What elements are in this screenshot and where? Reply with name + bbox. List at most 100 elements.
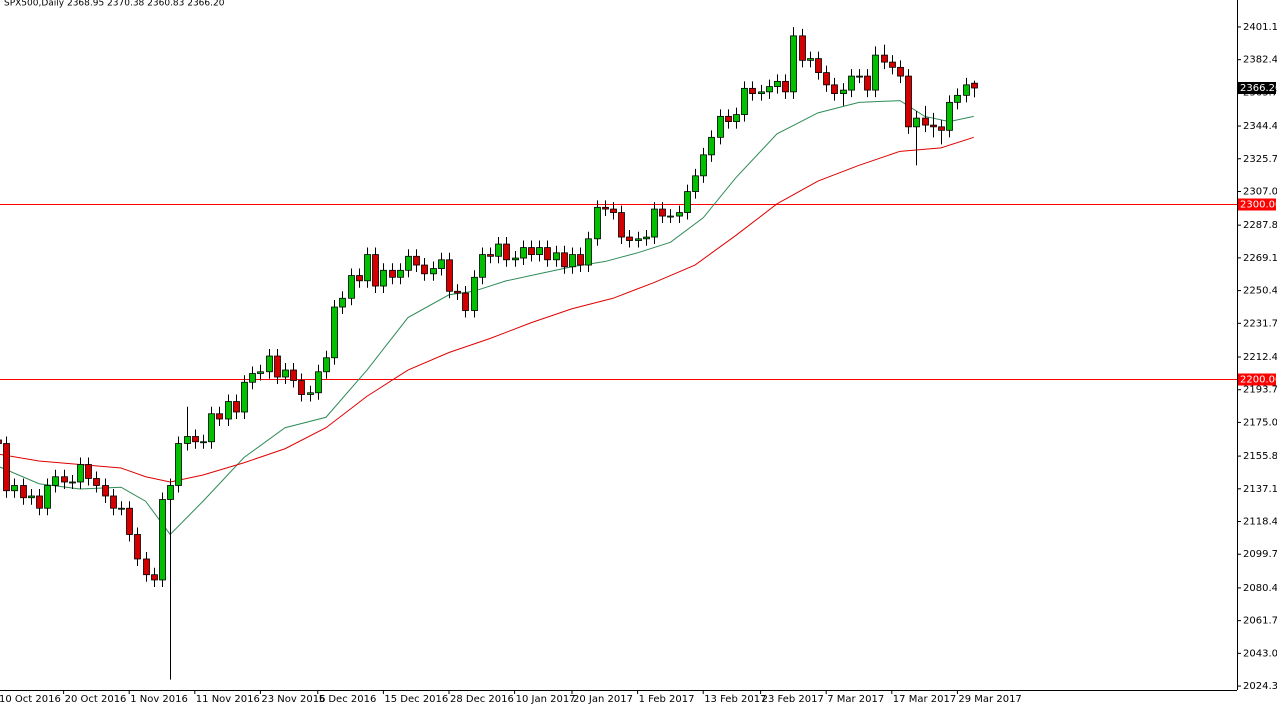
candle-body bbox=[856, 75, 863, 78]
y-tick-label: 2250.40 bbox=[1243, 286, 1277, 297]
candle-body bbox=[266, 355, 273, 373]
candle-body bbox=[430, 268, 437, 275]
candle-body bbox=[102, 485, 109, 497]
moving-average bbox=[0, 136, 974, 483]
x-tick-label: 23 Nov 2016 bbox=[261, 694, 325, 705]
candle-body bbox=[881, 54, 888, 63]
candle-body bbox=[585, 238, 592, 266]
level-label: 2200.00 bbox=[1240, 375, 1277, 386]
candle-body bbox=[889, 61, 896, 68]
candle-body bbox=[175, 443, 182, 486]
candle-body bbox=[544, 247, 551, 261]
candle-body bbox=[594, 206, 601, 240]
candle-body bbox=[216, 413, 223, 420]
x-tick-label: 20 Oct 2016 bbox=[65, 694, 127, 705]
candle-body bbox=[651, 208, 658, 238]
candle-body bbox=[134, 534, 141, 560]
candle-body bbox=[528, 247, 535, 255]
candle-body bbox=[446, 259, 453, 292]
y-tick-label: 2193.75 bbox=[1243, 385, 1277, 396]
y-tick-label: 2287.80 bbox=[1243, 220, 1277, 231]
candle-body bbox=[569, 254, 576, 268]
level-label-box bbox=[1238, 198, 1276, 211]
candle-body bbox=[143, 558, 150, 576]
candle-body bbox=[676, 212, 683, 217]
y-tick-label: 2061.75 bbox=[1243, 616, 1277, 627]
y-tick-label: 2080.45 bbox=[1243, 583, 1277, 594]
candle-body bbox=[20, 485, 27, 499]
candle-body bbox=[561, 252, 568, 268]
candle-body bbox=[208, 413, 215, 443]
candle-body bbox=[872, 54, 879, 91]
x-tick-label: 1 Nov 2016 bbox=[130, 694, 188, 705]
candle-body bbox=[577, 254, 584, 266]
x-tick-label: 28 Dec 2016 bbox=[450, 694, 514, 705]
candle-body bbox=[954, 94, 961, 103]
candle-body bbox=[733, 114, 740, 122]
x-tick-label: 23 Feb 2017 bbox=[762, 694, 824, 705]
candle-body bbox=[749, 87, 756, 94]
candle-body bbox=[741, 87, 748, 115]
candle-body bbox=[348, 275, 355, 299]
candle-body bbox=[626, 236, 633, 241]
x-tick-label: 1 Feb 2017 bbox=[639, 694, 695, 705]
candle-body bbox=[848, 75, 855, 91]
candle-body bbox=[536, 247, 543, 255]
candle-body bbox=[282, 369, 289, 378]
candle-body bbox=[118, 507, 125, 510]
candle-body bbox=[471, 276, 478, 311]
x-tick-label: 5 Dec 2016 bbox=[319, 694, 377, 705]
x-tick-label: 20 Jan 2017 bbox=[573, 694, 633, 705]
x-tick-label: 15 Dec 2016 bbox=[384, 694, 448, 705]
candle-body bbox=[495, 243, 502, 257]
chart-header: SPX500,Daily 2368.95 2370.38 2360.83 236… bbox=[4, 0, 225, 9]
candle-body bbox=[643, 236, 650, 240]
candle-body bbox=[372, 254, 379, 287]
candle-body bbox=[520, 247, 527, 259]
y-tick-label: 2401.10 bbox=[1243, 22, 1277, 33]
candle-body bbox=[831, 84, 838, 94]
candle-body bbox=[708, 136, 715, 156]
candle-body bbox=[405, 255, 412, 271]
candle-body bbox=[167, 485, 174, 500]
y-tick-label: 2099.70 bbox=[1243, 549, 1277, 560]
current-price-label: 2366.20 bbox=[1240, 83, 1277, 94]
candle-body bbox=[274, 355, 281, 378]
candle-body bbox=[479, 254, 486, 278]
candle-body bbox=[815, 58, 822, 74]
current-price-box bbox=[1238, 81, 1276, 94]
candle-body bbox=[922, 117, 929, 126]
moving-average bbox=[0, 100, 974, 536]
candle-body bbox=[692, 175, 699, 192]
level-label: 2300.00 bbox=[1240, 200, 1277, 211]
candle-body bbox=[725, 115, 732, 122]
candle-body bbox=[758, 91, 765, 94]
candle-body bbox=[0, 439, 2, 444]
y-tick-label: 2344.45 bbox=[1243, 121, 1277, 132]
candle-body bbox=[799, 35, 806, 61]
candle-body bbox=[380, 269, 387, 287]
candle-body bbox=[717, 115, 724, 138]
y-tick-label: 2325.75 bbox=[1243, 154, 1277, 165]
candle-body bbox=[840, 89, 847, 94]
candle-body bbox=[963, 84, 970, 96]
candle-body bbox=[52, 476, 59, 486]
candle-body bbox=[512, 257, 519, 261]
candle-body bbox=[938, 126, 945, 131]
candle-body bbox=[36, 495, 43, 509]
candle-body bbox=[897, 66, 904, 77]
candle-body bbox=[700, 154, 707, 177]
y-tick-label: 2175.05 bbox=[1243, 417, 1277, 428]
candle-body bbox=[356, 275, 363, 282]
x-tick-label: 10 Jan 2017 bbox=[516, 694, 576, 705]
y-tick-label: 2212.45 bbox=[1243, 352, 1277, 363]
candle-body bbox=[192, 436, 199, 443]
candle-body bbox=[421, 264, 428, 275]
x-tick-label: 13 Feb 2017 bbox=[704, 694, 766, 705]
candle-body bbox=[225, 401, 232, 420]
candle-body bbox=[315, 371, 322, 394]
candle-body bbox=[790, 35, 797, 93]
candle-body bbox=[684, 191, 691, 213]
candle-body bbox=[159, 499, 166, 581]
